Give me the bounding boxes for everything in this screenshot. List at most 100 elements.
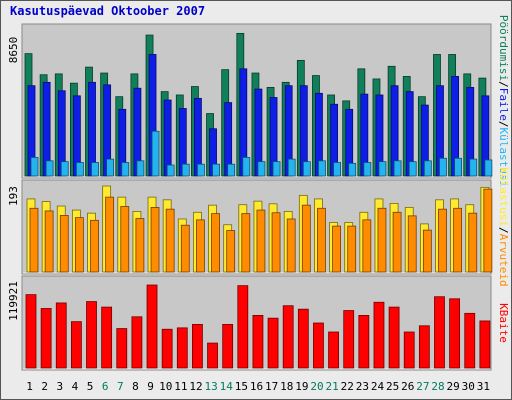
- bar-külastusi-day-11: [181, 163, 190, 177]
- x-tick-label-day-7: 7: [117, 380, 124, 393]
- x-tick-label-day-8: 8: [132, 380, 139, 393]
- x-tick-label-day-31: 31: [477, 380, 490, 393]
- legend-top: Pöördumisi/Faile/Külastusi: [497, 15, 510, 187]
- bar-külastusi-day-4: [75, 162, 84, 177]
- legend-top-separator-1: /: [497, 81, 510, 88]
- bar-kbaite-day-5: [86, 301, 97, 369]
- bar-külastusi-day-30: [469, 158, 478, 177]
- bar-arvuteid-day-1: [29, 207, 39, 273]
- y-tick-label-1: 8650: [7, 37, 20, 64]
- bar-kbaite-day-22: [343, 310, 355, 369]
- bar-kbaite-day-24: [373, 301, 385, 369]
- x-tick-label-day-10: 10: [159, 380, 172, 393]
- bar-külastusi-day-5: [91, 162, 99, 177]
- x-tick-label-day-25: 25: [386, 380, 399, 393]
- bar-külastusi-day-18: [287, 158, 296, 177]
- legend-top-entry-1: Pöördumisi: [497, 15, 510, 81]
- bar-külastusi-day-29: [454, 157, 463, 177]
- legend-middle: Külastusi/Arvuteid: [497, 167, 510, 286]
- bar-külastusi-day-3: [60, 161, 69, 177]
- bar-kbaite-day-21: [328, 331, 339, 369]
- x-tick-label-day-1: 1: [26, 380, 33, 393]
- legend-bottom: KBaite: [497, 303, 510, 343]
- x-tick-label-day-3: 3: [57, 380, 64, 393]
- bar-arvuteid-day-24: [377, 207, 387, 273]
- bar-külastusi-day-24: [378, 161, 387, 177]
- x-tick-label-day-23: 23: [356, 380, 369, 393]
- y-tick-label-2: 193: [7, 186, 20, 206]
- bar-kbaite-day-6: [101, 306, 113, 369]
- x-tick-label-day-2: 2: [41, 380, 48, 393]
- bar-kbaite-day-29: [449, 298, 461, 369]
- legend-bottom-entry-1: KBaite: [497, 303, 510, 343]
- bar-kbaite-day-14: [222, 323, 234, 369]
- bar-arvuteid-day-20: [317, 207, 326, 273]
- bar-külastusi-day-7: [121, 162, 130, 177]
- bar-arvuteid-day-23: [362, 219, 372, 273]
- x-tick-label-day-24: 24: [371, 380, 385, 393]
- bar-arvuteid-day-25: [392, 211, 402, 273]
- bar-külastusi-day-2: [45, 160, 54, 177]
- bar-külastusi-day-26: [408, 161, 417, 177]
- bar-külastusi-day-1: [30, 157, 39, 177]
- bar-kbaite-day-11: [176, 327, 188, 369]
- bar-kbaite-day-1: [25, 294, 37, 369]
- bar-arvuteid-day-15: [241, 213, 251, 273]
- x-tick-label-day-17: 17: [265, 380, 278, 393]
- bar-arvuteid-day-5: [90, 219, 99, 273]
- bar-arvuteid-day-16: [256, 209, 266, 273]
- bar-arvuteid-day-11: [180, 224, 190, 273]
- x-tick-label-day-22: 22: [341, 380, 354, 393]
- legend-middle-separator-1: /: [497, 227, 510, 234]
- bar-kbaite-day-23: [358, 314, 370, 369]
- bar-arvuteid-day-3: [59, 215, 69, 273]
- bar-külastusi-day-12: [197, 163, 205, 177]
- x-tick-label-day-30: 30: [462, 380, 475, 393]
- bar-kbaite-day-7: [116, 328, 128, 369]
- bar-kbaite-day-28: [434, 296, 445, 369]
- x-tick-label-day-6: 6: [102, 380, 109, 393]
- x-tick-label-day-20: 20: [310, 380, 323, 393]
- bar-külastusi-day-10: [166, 164, 175, 177]
- bar-arvuteid-day-9: [150, 206, 160, 273]
- x-tick-label-day-28: 28: [431, 380, 444, 393]
- bar-külastusi-day-8: [136, 160, 145, 177]
- bar-arvuteid-day-18: [286, 218, 296, 273]
- bar-kbaite-day-18: [282, 305, 294, 369]
- bar-kbaite-day-31: [479, 320, 491, 369]
- bar-külastusi-day-22: [348, 162, 357, 177]
- x-tick-label-day-9: 9: [147, 380, 154, 393]
- x-tick-label-day-26: 26: [401, 380, 414, 393]
- bar-kbaite-day-20: [313, 322, 324, 369]
- bar-külastusi-day-31: [484, 159, 493, 177]
- bar-kbaite-day-2: [40, 308, 52, 369]
- bar-arvuteid-day-13: [211, 213, 220, 273]
- legend-middle-entry-2: Arvuteid: [497, 234, 510, 287]
- bar-külastusi-day-21: [333, 162, 341, 177]
- x-tick-label-day-16: 16: [250, 380, 263, 393]
- bar-arvuteid-day-27: [422, 229, 432, 273]
- x-tick-label-day-13: 13: [204, 380, 217, 393]
- bar-kbaite-day-27: [418, 325, 430, 369]
- bar-külastusi-day-6: [106, 158, 115, 177]
- bar-külastusi-day-25: [393, 160, 402, 177]
- bar-arvuteid-day-10: [165, 208, 175, 273]
- bar-arvuteid-day-22: [347, 225, 357, 273]
- bar-arvuteid-day-17: [271, 212, 281, 273]
- bar-arvuteid-day-31: [483, 188, 493, 273]
- x-tick-label-day-12: 12: [189, 380, 202, 393]
- bar-arvuteid-day-2: [44, 210, 54, 273]
- x-tick-label-day-4: 4: [72, 380, 79, 393]
- bar-kbaite-day-8: [131, 316, 143, 369]
- bar-arvuteid-day-12: [196, 219, 205, 273]
- x-tick-label-day-11: 11: [174, 380, 187, 393]
- chart-title: Kasutuspäevad Oktoober 2007: [10, 4, 206, 18]
- bar-külastusi-day-14: [227, 163, 236, 177]
- bar-arvuteid-day-14: [226, 230, 236, 273]
- bar-arvuteid-day-8: [135, 218, 145, 273]
- bar-faile-day-10: [163, 99, 172, 177]
- bar-külastusi-day-27: [423, 160, 432, 177]
- bar-kbaite-day-12: [192, 323, 203, 369]
- bar-kbaite-day-19: [297, 308, 309, 369]
- bar-faile-day-5: [88, 81, 96, 177]
